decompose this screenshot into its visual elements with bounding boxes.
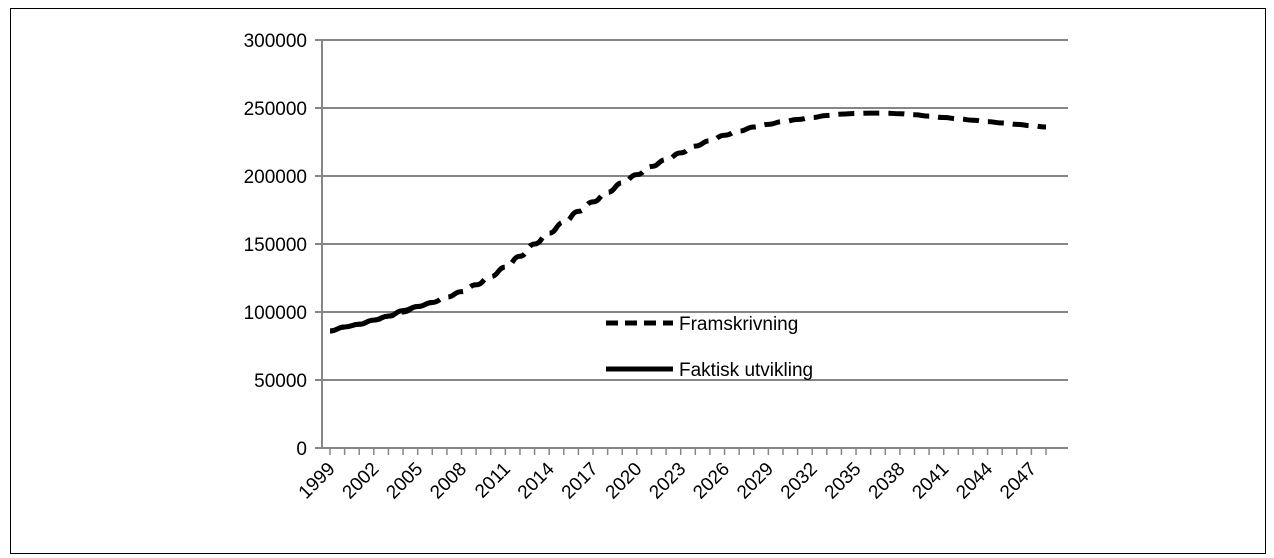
x-tick-label-2035: 2035 [821, 459, 866, 504]
chart-frame [10, 8, 1266, 554]
legend-label-framskrivning: Framskrivning [679, 314, 798, 335]
x-tick-label-2032: 2032 [777, 459, 822, 504]
y-tick-label-300000: 300000 [244, 31, 307, 52]
y-tick-label-200000: 200000 [244, 167, 307, 188]
y-tick-label-250000: 250000 [244, 99, 307, 120]
x-tick-label-2044: 2044 [952, 458, 997, 503]
series-line-framskrivning [329, 110, 1047, 334]
series-line-faktisk-utvikling [329, 299, 433, 334]
x-tick-label-2017: 2017 [558, 459, 603, 504]
series-group [329, 110, 1047, 334]
x-tick-label-1999: 1999 [295, 459, 340, 504]
y-tick-label-100000: 100000 [244, 303, 307, 324]
x-tick-label-2029: 2029 [733, 459, 778, 504]
x-tick-label-2002: 2002 [339, 459, 384, 504]
x-tick-label-2011: 2011 [471, 459, 515, 503]
x-tick-label-2047: 2047 [996, 459, 1041, 504]
y-tick-label-150000: 150000 [244, 235, 307, 256]
x-axis: 1999 2002 2005 2008 2011 2014 2017 2020 2023 2026… [295, 447, 1068, 504]
x-tick-label-2038: 2038 [865, 459, 910, 504]
y-tick-label-50000: 50000 [254, 371, 307, 392]
x-tick-label-2041: 2041 [909, 459, 954, 504]
y-axis: 0 50000 100000 150000 200000 250000 300000 [244, 31, 323, 460]
legend: Framskrivning Faktisk utvikling [606, 314, 813, 381]
x-tick-label-2008: 2008 [426, 459, 471, 504]
x-tick-label-2023: 2023 [645, 459, 690, 504]
x-tick-label-2014: 2014 [514, 458, 559, 503]
x-tick-label-2005: 2005 [382, 459, 427, 504]
legend-label-faktisk-utvikling: Faktisk utvikling [679, 360, 813, 381]
y-tick-label-0: 0 [296, 439, 307, 460]
x-tick-label-2026: 2026 [689, 459, 734, 504]
gridlines [322, 39, 1068, 381]
x-tick-label-2020: 2020 [602, 459, 647, 504]
